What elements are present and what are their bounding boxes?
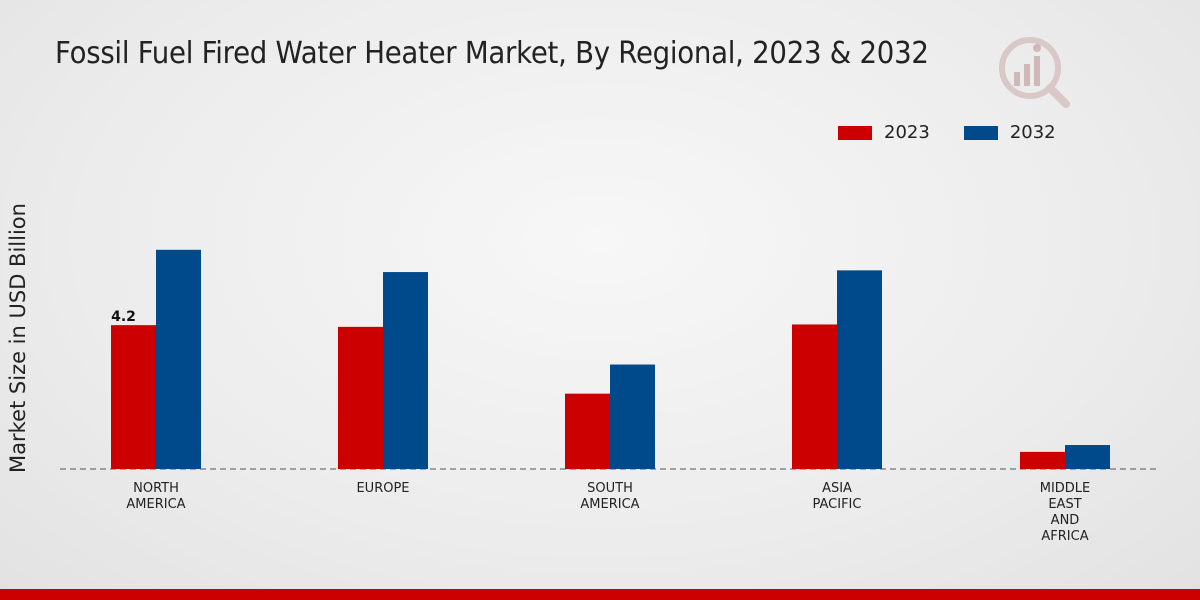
bar-2023-2 bbox=[565, 393, 610, 469]
x-tick-label-4: MIDDLE EAST AND AFRICA bbox=[1040, 481, 1091, 544]
bar-2032-1 bbox=[383, 272, 428, 469]
chart-legend: 2023 2032 bbox=[838, 122, 1090, 143]
x-tick-label-1: EUROPE bbox=[356, 481, 409, 496]
x-tick-label-3: ASIA PACIFIC bbox=[813, 481, 862, 512]
bar-2023-4 bbox=[1020, 451, 1065, 469]
legend-swatch-2032 bbox=[963, 125, 998, 140]
bar-2023-0 bbox=[111, 325, 156, 469]
brand-logo-icon bbox=[999, 37, 1070, 108]
bar-2032-4 bbox=[1065, 445, 1110, 469]
bar-2032-2 bbox=[610, 364, 655, 469]
bar-2032-3 bbox=[837, 270, 882, 469]
bar-2032-0 bbox=[156, 249, 201, 469]
footer-bar bbox=[0, 589, 1200, 600]
x-tick-label-0: NORTH AMERICA bbox=[126, 481, 185, 512]
x-tick-label-2: SOUTH AMERICA bbox=[580, 481, 639, 512]
legend-swatch-2023 bbox=[838, 125, 872, 140]
bar-2023-3 bbox=[792, 324, 837, 469]
legend-item-2023: 2023 bbox=[838, 122, 930, 143]
legend-item-2032: 2032 bbox=[963, 122, 1056, 143]
bar-2023-1 bbox=[338, 326, 383, 469]
data-label-0: 4.2 bbox=[111, 309, 136, 325]
legend-label-2023: 2023 bbox=[884, 122, 930, 143]
chart-title: Fossil Fuel Fired Water Heater Market, B… bbox=[55, 36, 929, 71]
legend-label-2032: 2032 bbox=[1009, 122, 1056, 143]
